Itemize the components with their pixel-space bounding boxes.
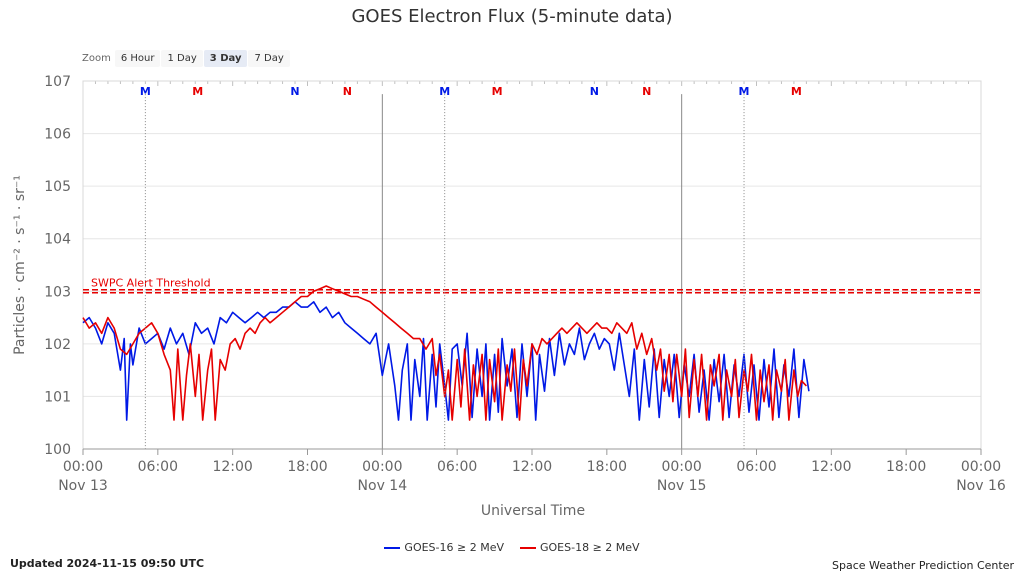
credit-text: Space Weather Prediction Center	[832, 559, 1014, 572]
y-tick-exponent-0: 0	[62, 442, 71, 458]
y-tick-base-2: 10	[44, 337, 62, 353]
x-tick-time-18: 18:00	[287, 459, 327, 475]
x-tick-time-0: 00:00	[63, 459, 103, 475]
y-tick-exponent-3: 3	[62, 284, 71, 300]
zoom-6-hour-button[interactable]: 6 Hour	[114, 50, 161, 67]
y-tick-exponent-7: 7	[62, 74, 71, 90]
y-tick-exponent-5: 5	[62, 179, 71, 195]
zoom-bar: Zoom 6 Hour 1 Day 3 Day 7 Day	[82, 50, 291, 67]
y-tick-label-7: 107	[44, 74, 71, 90]
y-axis-title: Particles · cm⁻² · s⁻¹ · sr⁻¹	[12, 175, 28, 355]
series-line-goes18	[82, 285, 807, 421]
marker-letter-7: N	[642, 85, 651, 98]
y-tick-exponent-1: 1	[62, 389, 71, 405]
x-tick-time-42: 18:00	[587, 459, 627, 475]
x-tick-time-66: 18:00	[886, 459, 926, 475]
y-tick-base-6: 10	[44, 127, 62, 143]
marker-letter-3: N	[343, 85, 352, 98]
marker-letter-1: M	[192, 85, 203, 98]
y-tick-base-3: 10	[44, 284, 62, 300]
legend-label-goes16: GOES-16 ≥ 2 MeV	[404, 541, 504, 554]
x-tick-date-24: Nov 14	[358, 478, 408, 494]
y-tick-exponent-6: 6	[62, 127, 71, 143]
y-tick-label-2: 102	[44, 337, 71, 353]
y-tick-label-1: 101	[44, 389, 71, 405]
x-tick-time-60: 12:00	[811, 459, 851, 475]
x-tick-time-54: 06:00	[736, 459, 776, 475]
y-tick-base-7: 10	[44, 74, 62, 90]
y-tick-base-1: 10	[44, 389, 62, 405]
y-tick-label-6: 106	[44, 127, 71, 143]
threshold-label: SWPC Alert Threshold	[91, 276, 211, 289]
y-tick-exponent-4: 4	[62, 232, 71, 248]
x-tick-date-72: Nov 16	[956, 478, 1006, 494]
x-tick-time-72: 00:00	[961, 459, 1001, 475]
x-tick-time-36: 12:00	[512, 459, 552, 475]
zoom-7-day-button[interactable]: 7 Day	[248, 50, 290, 67]
x-tick-date-0: Nov 13	[58, 478, 108, 494]
y-tick-label-0: 100	[44, 442, 71, 458]
chart-title: GOES Electron Flux (5-minute data)	[351, 6, 673, 27]
threshold-layer: SWPC Alert Threshold	[83, 276, 981, 294]
marker-letter-5: M	[492, 85, 503, 98]
zoom-3-day-button[interactable]: 3 Day	[203, 50, 248, 67]
x-tick-time-30: 06:00	[437, 459, 477, 475]
y-tick-base-5: 10	[44, 179, 62, 195]
marker-letter-2: N	[290, 85, 299, 98]
x-tick-time-48: 00:00	[661, 459, 701, 475]
zoom-label: Zoom	[82, 53, 111, 64]
x-axis-title: Universal Time	[480, 503, 586, 519]
updated-timestamp: Updated 2024-11-15 09:50 UTC	[10, 557, 205, 570]
y-tick-label-5: 105	[44, 179, 71, 195]
marker-letter-4: M	[439, 85, 450, 98]
legend-swatch-goes16	[384, 546, 401, 549]
legend-label-goes18: GOES-18 ≥ 2 MeV	[540, 541, 640, 554]
x-tick-time-6: 06:00	[138, 459, 178, 475]
y-tick-label-4: 104	[44, 232, 71, 248]
y-tick-label-3: 103	[44, 284, 71, 300]
marker-letter-6: N	[590, 85, 599, 98]
x-tick-time-12: 12:00	[212, 459, 252, 475]
marker-letter-8: M	[739, 85, 750, 98]
x-tick-date-48: Nov 15	[657, 478, 707, 494]
y-tick-base-4: 10	[44, 232, 62, 248]
legend-swatch-goes18	[520, 546, 536, 549]
legend-item-goes16[interactable]: GOES-16 ≥ 2 MeV	[384, 541, 504, 554]
marker-letter-0: M	[140, 85, 151, 98]
y-tick-exponent-2: 2	[62, 337, 71, 353]
marker-letter-9: M	[791, 85, 802, 98]
x-tick-time-24: 00:00	[362, 459, 402, 475]
series-layer	[82, 285, 810, 421]
zoom-1-day-button[interactable]: 1 Day	[161, 50, 203, 67]
legend: GOES-16 ≥ 2 MeV GOES-18 ≥ 2 MeV	[0, 541, 1024, 554]
legend-item-goes18[interactable]: GOES-18 ≥ 2 MeV	[520, 541, 640, 554]
y-tick-base-0: 10	[44, 442, 62, 458]
